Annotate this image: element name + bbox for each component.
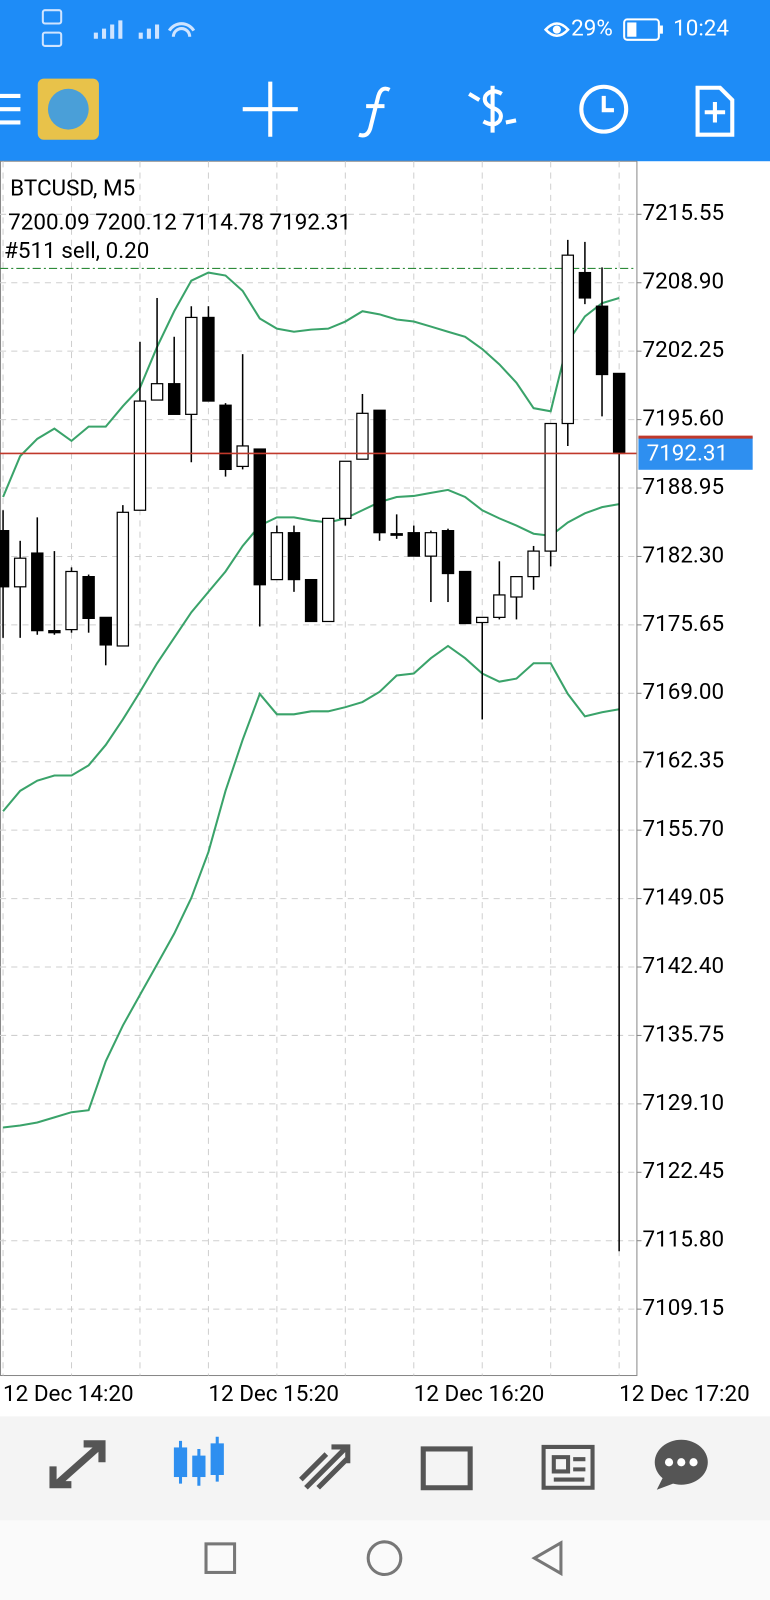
system-nav bbox=[0, 1520, 770, 1600]
candle-body bbox=[390, 533, 403, 536]
candle-body bbox=[441, 530, 455, 575]
candle-body bbox=[82, 576, 95, 620]
candle-body bbox=[270, 532, 284, 581]
candle-body bbox=[356, 412, 369, 460]
ohlc-open: 7200.09 bbox=[8, 209, 90, 235]
y-tick-label: 7188.95 bbox=[643, 474, 725, 500]
candle-body bbox=[407, 532, 421, 557]
candle-body bbox=[185, 316, 198, 415]
price-tag bbox=[638, 437, 753, 470]
y-tick-label: 7208.90 bbox=[643, 269, 725, 295]
back-button[interactable] bbox=[531, 1540, 563, 1577]
chart-tab[interactable] bbox=[173, 1436, 224, 1486]
candle-body bbox=[476, 616, 489, 624]
candle-body bbox=[253, 448, 266, 586]
trade-button[interactable] bbox=[468, 85, 517, 133]
period-button[interactable] bbox=[579, 84, 629, 134]
candle-body bbox=[236, 445, 249, 468]
status-icons bbox=[41, 9, 663, 47]
candle-body bbox=[510, 576, 523, 598]
x-tick-label: 12 Dec 15:20 bbox=[208, 1381, 339, 1407]
candle-body bbox=[133, 400, 147, 511]
candle-body bbox=[13, 557, 27, 588]
indicators-button[interactable] bbox=[358, 86, 391, 138]
ohlc-close: 7192.31 bbox=[270, 209, 352, 235]
battery: 29% bbox=[571, 16, 613, 42]
y-tick-label: 7162.35 bbox=[643, 748, 725, 774]
ohlc: 7200.09 7200.12 7114.78 7192.31 bbox=[8, 209, 351, 235]
candle-body bbox=[287, 532, 301, 581]
top-bar bbox=[0, 0, 770, 162]
ohlc-high: 7200.12 bbox=[95, 209, 177, 235]
menu-button[interactable] bbox=[0, 93, 21, 125]
new-order-button[interactable] bbox=[695, 85, 735, 137]
candle-body bbox=[31, 552, 44, 632]
candle-body bbox=[493, 594, 506, 618]
ohlc-low: 7114.78 bbox=[182, 209, 264, 235]
candle-body bbox=[202, 316, 215, 402]
candle-body bbox=[321, 517, 335, 623]
y-tick-label: 7109.15 bbox=[643, 1295, 725, 1321]
band-upper bbox=[2, 271, 620, 498]
band-lower bbox=[2, 644, 620, 1129]
candle-body bbox=[99, 616, 112, 646]
candle-body bbox=[527, 550, 540, 578]
chat-tab[interactable] bbox=[654, 1439, 708, 1490]
candle-body bbox=[339, 460, 352, 519]
symbol: BTCUSD, M5 bbox=[10, 176, 135, 202]
news-tab[interactable] bbox=[541, 1444, 595, 1490]
price-tag-label: 7192.31 bbox=[647, 440, 729, 466]
candle-body bbox=[373, 409, 386, 534]
toolbar bbox=[0, 78, 735, 140]
candle-body bbox=[0, 530, 10, 588]
y-tick-label: 7122.45 bbox=[643, 1158, 725, 1184]
y-tick-label: 7135.75 bbox=[643, 1021, 725, 1047]
trade-tab[interactable] bbox=[299, 1444, 351, 1490]
candle-body bbox=[304, 578, 318, 623]
candle-body bbox=[424, 532, 438, 557]
y-tick-label: 7129.10 bbox=[643, 1090, 725, 1116]
candle-body bbox=[578, 271, 592, 299]
candle-body bbox=[65, 570, 78, 631]
plot-area bbox=[0, 161, 637, 1376]
y-tick-label: 7175.65 bbox=[643, 611, 725, 637]
quotes-tab[interactable] bbox=[49, 1440, 106, 1489]
recents-button[interactable] bbox=[204, 1542, 237, 1574]
band-middle bbox=[2, 488, 620, 812]
x-tick-label: 12 Dec 14:20 bbox=[3, 1381, 134, 1407]
y-tick-label: 7195.60 bbox=[643, 406, 725, 432]
x-tick-label: 12 Dec 16:20 bbox=[414, 1381, 545, 1407]
candle-body bbox=[48, 630, 61, 634]
candle-body bbox=[544, 422, 557, 552]
candle-body bbox=[458, 570, 472, 625]
candle-body bbox=[219, 404, 232, 471]
x-tick-label: 12 Dec 17:20 bbox=[619, 1381, 750, 1407]
y-tick-label: 7182.30 bbox=[643, 542, 725, 568]
candle-body bbox=[150, 383, 164, 401]
y-tick-label: 7169.00 bbox=[643, 679, 725, 705]
home-button[interactable] bbox=[366, 1540, 403, 1577]
bottom-nav-icons bbox=[49, 1436, 708, 1491]
clock: 10:24 bbox=[673, 16, 729, 42]
history-tab[interactable] bbox=[420, 1446, 473, 1491]
crosshair-button[interactable] bbox=[242, 81, 298, 137]
y-tick-label: 7155.70 bbox=[643, 816, 725, 842]
candle-body bbox=[561, 254, 575, 425]
candle-body bbox=[595, 305, 609, 376]
y-tick-label: 7202.25 bbox=[643, 337, 725, 363]
bottom-nav bbox=[0, 1416, 770, 1521]
order-label: #511 sell, 0.20 bbox=[4, 238, 149, 264]
candle-body bbox=[612, 372, 626, 455]
candle-body bbox=[167, 383, 181, 415]
plot-frame bbox=[0, 160, 638, 1377]
y-tick-label: 7149.05 bbox=[643, 885, 725, 911]
candle-body bbox=[116, 511, 130, 647]
y-tick-label: 7115.80 bbox=[643, 1227, 725, 1253]
y-tick-label: 7142.40 bbox=[643, 953, 725, 979]
y-tick-label: 7215.55 bbox=[643, 200, 725, 226]
